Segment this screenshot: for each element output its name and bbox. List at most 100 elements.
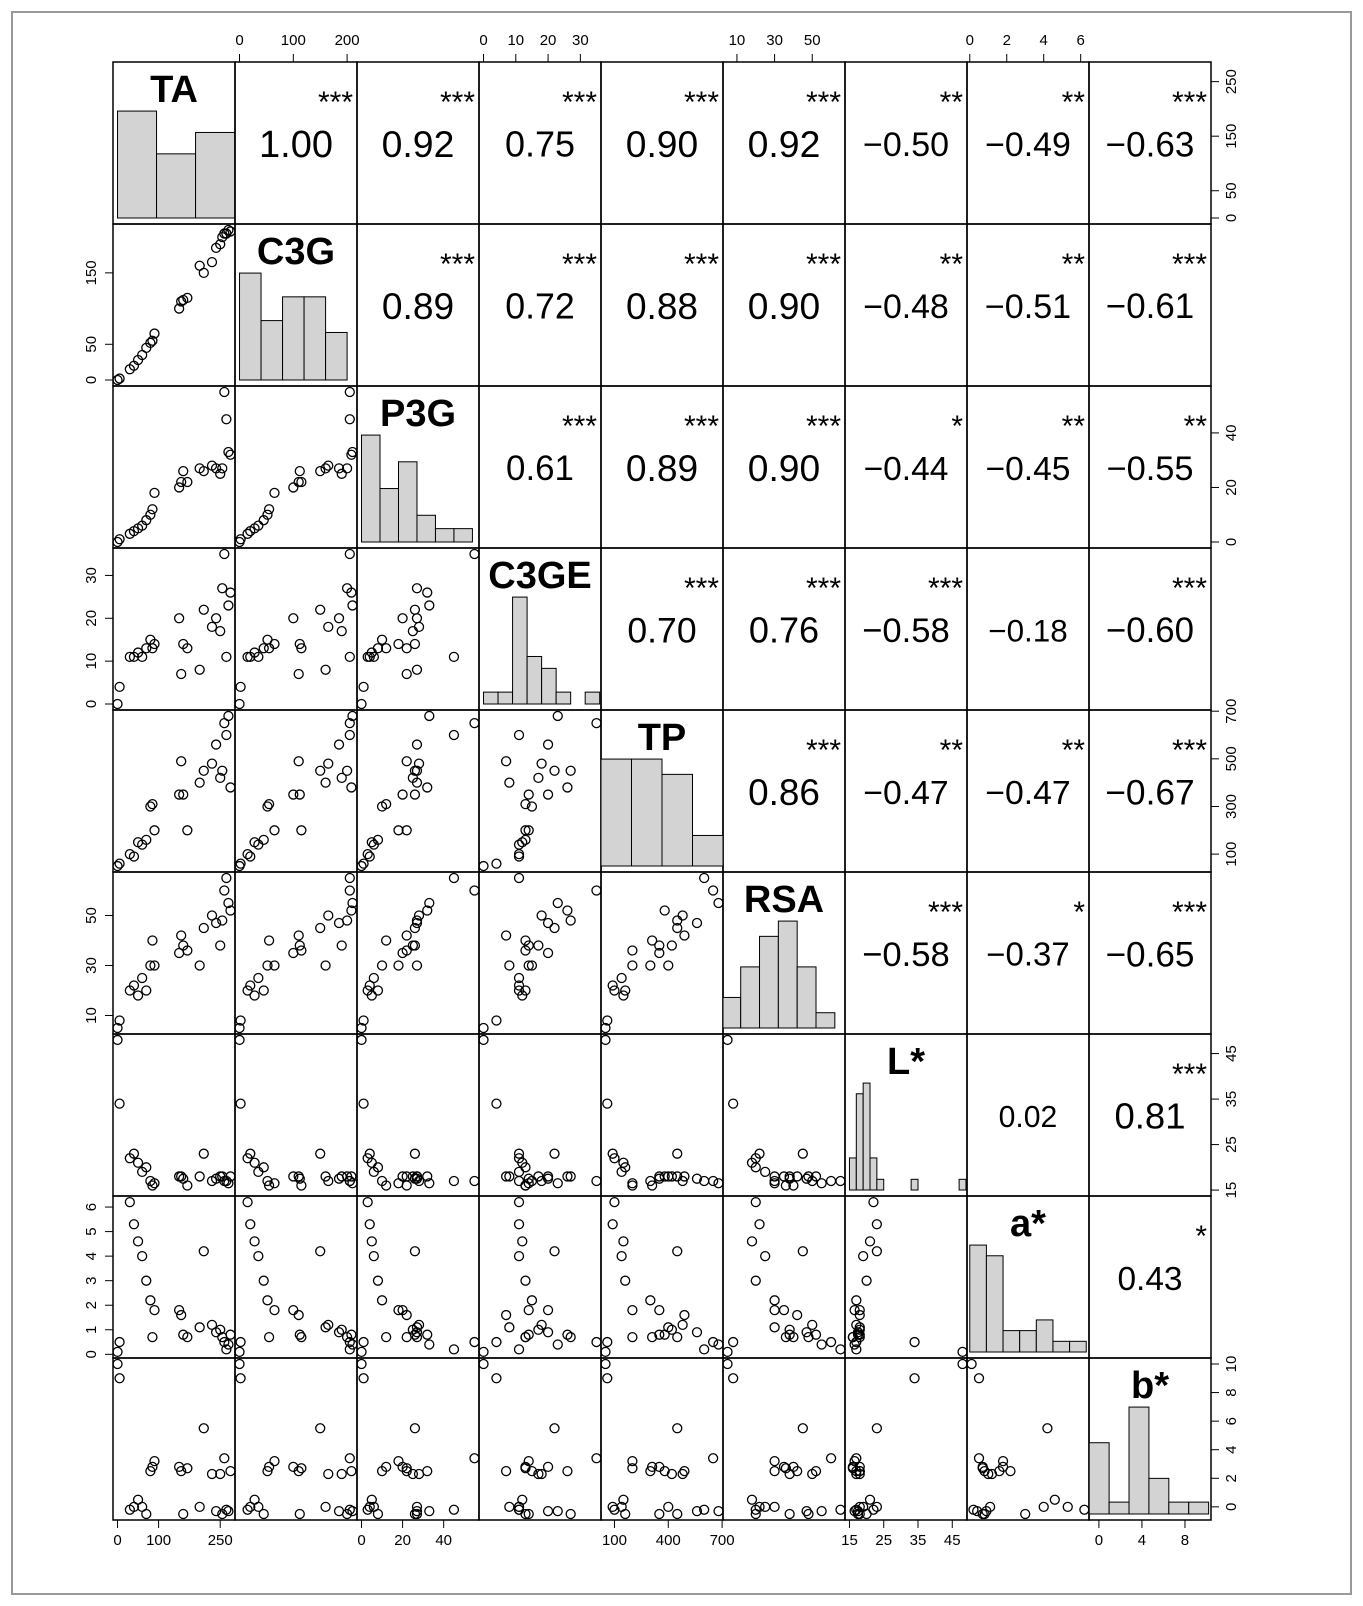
- scatter-point: [198, 1246, 209, 1257]
- scatter-point: [356, 1022, 367, 1034]
- scatter-point: [147, 935, 158, 946]
- scatter-point: [491, 1098, 502, 1109]
- histogram-bar: [156, 153, 197, 219]
- scatter-point: [517, 1236, 528, 1247]
- scatter-point: [784, 1468, 795, 1480]
- scatter-point: [401, 945, 412, 956]
- scatter-point: [223, 897, 234, 909]
- scatter-point: [262, 509, 273, 520]
- histogram-bar: [1002, 1330, 1021, 1353]
- scatter-point: [245, 1148, 256, 1159]
- correlation-value: 0.61: [506, 449, 574, 488]
- scatter-point: [542, 1461, 554, 1473]
- scatter-point: [347, 1339, 358, 1350]
- scatter-point: [176, 1171, 187, 1182]
- scatter-point: [469, 548, 480, 560]
- scatter-point: [262, 1175, 273, 1187]
- panel-frame: [600, 1033, 724, 1197]
- scatter-point: [851, 1344, 862, 1355]
- y-tick-label: 50: [1223, 182, 1240, 199]
- scatter-point: [234, 1022, 245, 1034]
- scatter-point: [618, 1494, 629, 1505]
- scatter-point: [699, 1504, 710, 1515]
- x-tick-label: 100: [281, 32, 306, 49]
- scatter-point: [182, 1463, 193, 1474]
- scatter-point: [409, 1423, 421, 1434]
- scatter-point: [523, 1304, 534, 1316]
- panel-frame: [356, 1357, 480, 1521]
- scatter-point: [411, 739, 423, 750]
- scatter-point: [504, 960, 515, 971]
- scatter-point: [366, 837, 377, 848]
- scatter-point: [198, 1423, 209, 1434]
- histogram-bar: [740, 966, 761, 1029]
- scatter-point: [344, 729, 355, 741]
- histogram-bar: [1069, 1340, 1087, 1353]
- scatter-point: [393, 960, 404, 971]
- histogram-bar: [416, 514, 436, 543]
- scatter-point: [128, 1148, 140, 1159]
- scatter-point: [347, 897, 358, 909]
- scatter-point: [145, 337, 156, 349]
- histogram-bar: [631, 758, 663, 867]
- scatter-point: [520, 825, 531, 836]
- scatter-point: [176, 1465, 187, 1477]
- histogram-bar: [600, 758, 632, 867]
- scatter-point: [217, 765, 228, 776]
- panel-frame: [478, 871, 602, 1035]
- significance-stars: ***: [684, 572, 719, 605]
- histogram-bar: [379, 488, 399, 543]
- scatter-point: [112, 1034, 123, 1046]
- scatter-point: [659, 1329, 670, 1340]
- y-tick-label: 20: [1223, 479, 1240, 496]
- scatter-point: [376, 960, 388, 971]
- scatter-point: [552, 1339, 563, 1350]
- scatter-point: [344, 1453, 355, 1464]
- scatter-point: [223, 1339, 234, 1350]
- scatter-point: [288, 613, 299, 624]
- scatter-point: [249, 1157, 260, 1168]
- panel-frame: [478, 709, 602, 873]
- scatter-point: [523, 1329, 534, 1340]
- scatter-point: [194, 664, 205, 675]
- scatter-point: [293, 1309, 304, 1321]
- histogram-bar: [260, 320, 284, 381]
- y-tick-label: 6: [83, 1203, 100, 1211]
- scatter-point: [215, 1324, 226, 1335]
- scatter-point: [533, 772, 544, 784]
- scatter-point: [336, 625, 347, 637]
- scatter-point: [659, 1465, 670, 1477]
- scatter-point: [1005, 1465, 1016, 1477]
- scatter-point: [296, 1463, 307, 1474]
- histogram-bar: [526, 655, 543, 705]
- scatter-point: [112, 860, 123, 872]
- scatter-point: [591, 717, 602, 729]
- histogram-bar: [1052, 1340, 1071, 1353]
- scatter-point: [699, 1175, 710, 1187]
- scatter-point: [341, 765, 353, 776]
- scatter-point: [210, 917, 222, 929]
- histogram-bar: [1108, 1501, 1130, 1515]
- scatter-point: [469, 1175, 480, 1187]
- scatter-point: [469, 1453, 480, 1464]
- scatter-point: [225, 587, 236, 598]
- scatter-point: [851, 1468, 862, 1480]
- scatter-point: [253, 651, 264, 663]
- scatter-point: [784, 1508, 795, 1520]
- panel-frame: [844, 1357, 968, 1521]
- scatter-point: [986, 1468, 998, 1480]
- scatter-point: [178, 465, 189, 477]
- scatter-point: [198, 765, 209, 776]
- scatter-point: [852, 1505, 864, 1517]
- scatter-point: [206, 621, 218, 633]
- scatter-point: [198, 1148, 209, 1159]
- page-frame: [11, 11, 1352, 1595]
- scatter-point: [618, 1236, 629, 1247]
- scatter-point: [288, 482, 299, 493]
- scatter-point: [797, 1246, 808, 1257]
- scatter-point: [1049, 1494, 1060, 1505]
- scatter-point: [245, 1219, 256, 1230]
- scatter-point: [513, 1148, 525, 1159]
- scatter-point: [344, 386, 355, 398]
